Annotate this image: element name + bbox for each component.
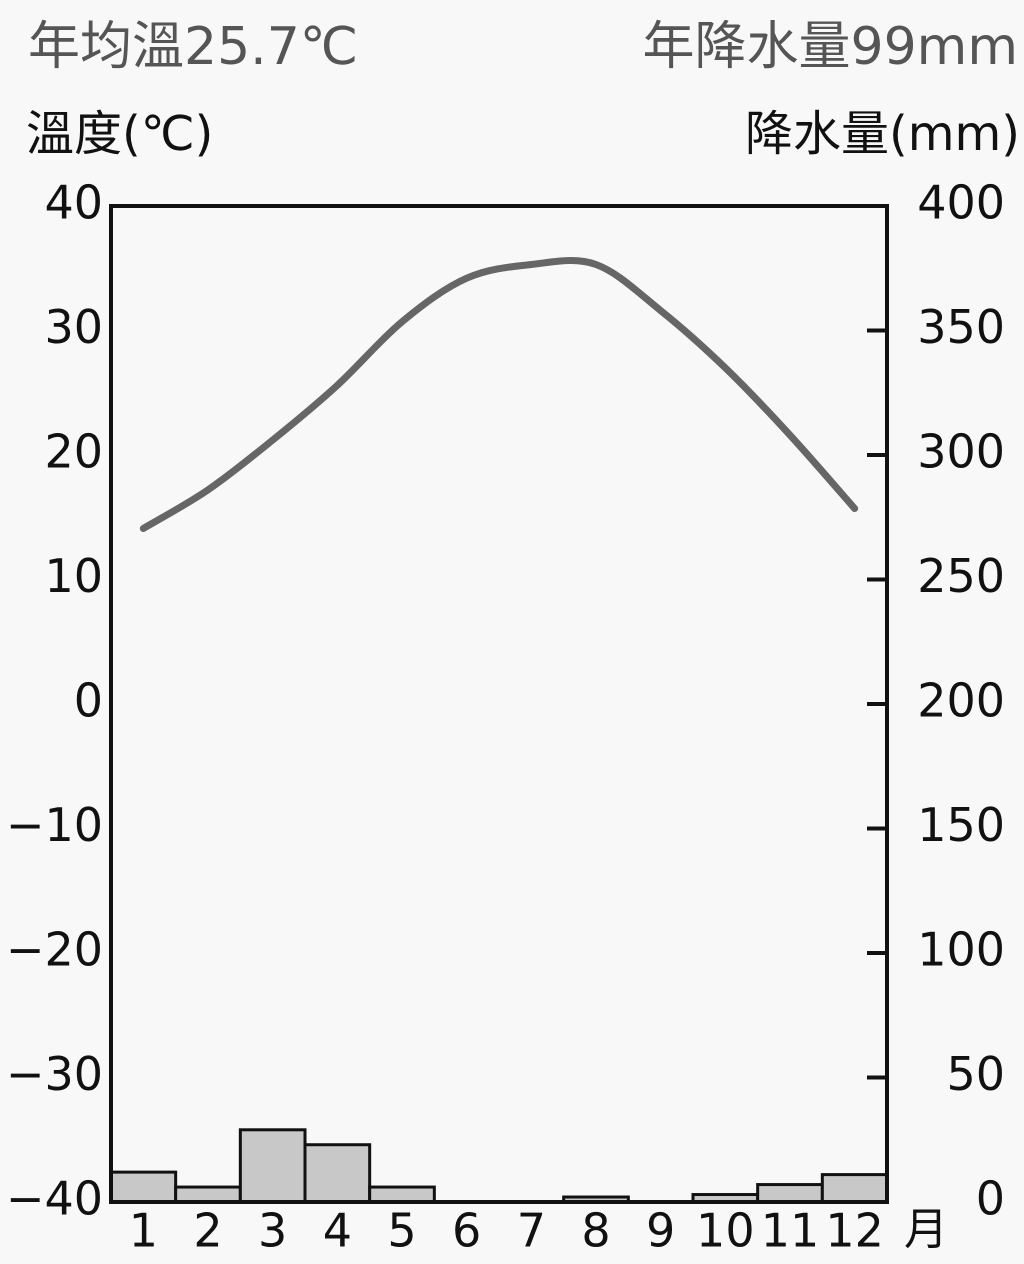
x-tick-label: 8 [581,1204,610,1258]
y2-tick-label: 200 [917,674,1005,728]
plot-frame [109,204,889,1204]
y-tick-label: −20 [6,923,103,977]
y-tick-label: 10 [44,549,103,603]
y-tick-label: 20 [44,425,103,479]
y-tick-label: 0 [74,674,103,728]
bar [368,1185,436,1204]
y2-tick-label: 150 [917,798,1005,852]
x-tick-label: 2 [193,1204,222,1258]
y-axis-label: 溫度(℃) [26,106,213,162]
y-tick-label: −40 [6,1172,103,1226]
x-tick-label: 4 [323,1204,352,1258]
temperature-line [139,257,859,532]
x-tick-label: 1 [129,1204,158,1258]
x-tick-label: 12 [825,1204,884,1258]
y2-tick-label: 400 [917,176,1005,230]
y2-tick-label: 0 [976,1172,1005,1226]
bar [756,1183,824,1204]
x-tick-label: 5 [387,1204,416,1258]
y-tick-label: 40 [44,176,103,230]
y-tick-label: −30 [6,1047,103,1101]
bar [303,1143,372,1204]
bar [174,1185,242,1204]
x-tick-label: 7 [517,1204,546,1258]
chart-title: 年均溫25.7℃ [28,17,358,77]
chart-subtitle: 年降水量99mm [643,17,1018,77]
bar [238,1128,307,1204]
x-tick-label: 9 [646,1204,675,1258]
x-tick-label: 6 [452,1204,481,1258]
x-tick-label: 11 [761,1204,820,1258]
x-tick-label: 10 [696,1204,755,1258]
y2-tick-label: 50 [946,1047,1005,1101]
y2-tick-label: 100 [917,923,1005,977]
bar [109,1170,178,1204]
y-tick-label: 30 [44,300,103,354]
x-tick-label: 3 [258,1204,287,1258]
y-tick-label: −10 [6,798,103,852]
x-axis-label: 月 [904,1204,948,1255]
bar [820,1173,889,1204]
y2-tick-label: 250 [917,549,1005,603]
y2-tick-label: 350 [917,300,1005,354]
y2-axis-label: 降水量(mm) [745,106,1020,162]
y2-tick-label: 300 [917,425,1005,479]
